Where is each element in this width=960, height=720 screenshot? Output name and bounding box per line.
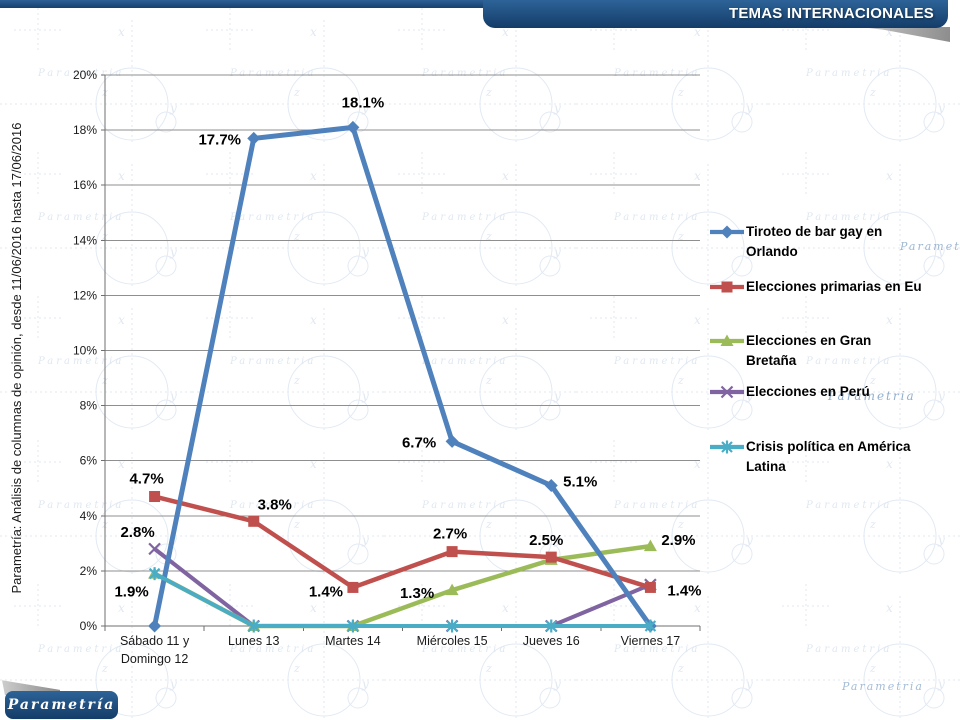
data-point-marker-square — [644, 581, 656, 593]
data-point-marker-diamond — [720, 225, 734, 239]
parametria-logo: Parametría — [5, 691, 118, 719]
legend-label: Tiroteo de bar gay en Orlando — [746, 224, 883, 259]
legend-label: Elecciones primarias en Eu — [746, 279, 922, 294]
y-axis-label: 4% — [80, 509, 98, 523]
series-line — [154, 494, 652, 590]
data-point-label: 1.4% — [309, 583, 343, 600]
legend-item-elecciones-gran-bretana: Elecciones en Gran Bretaña — [708, 331, 888, 370]
y-axis-label: 14% — [73, 233, 97, 247]
data-point-label: 18.1% — [342, 94, 385, 111]
data-point-marker-square — [248, 515, 260, 527]
legend-item-elecciones-eu: Elecciones primarias en Eu — [708, 277, 956, 297]
y-axis-label: 0% — [80, 619, 98, 633]
data-point-label: 2.8% — [120, 524, 154, 541]
data-point-label: 1.3% — [400, 585, 434, 602]
data-point-label: 17.7% — [198, 131, 241, 148]
y-axis-label: 16% — [73, 178, 97, 192]
legend-label: Crisis política en América Latina — [746, 439, 911, 474]
legend-item-crisis-america-latina: Crisis política en América Latina — [708, 437, 934, 476]
y-axis-label: 20% — [73, 68, 97, 82]
legend-marker-square-icon — [710, 281, 744, 293]
data-point-label: 5.1% — [563, 473, 597, 490]
data-point-label: 2.7% — [433, 526, 467, 543]
data-point-marker-diamond — [346, 120, 360, 134]
y-axis-label: 18% — [73, 123, 97, 137]
data-point-marker-diamond — [445, 434, 459, 448]
y-axis-label: 6% — [80, 454, 98, 468]
chart-legend: Tiroteo de bar gay en Orlando Elecciones… — [708, 0, 960, 500]
x-axis-label: Martes 14 — [325, 634, 381, 648]
data-point-label: 6.7% — [402, 434, 436, 451]
x-axis-label: Lunes 13 — [228, 634, 280, 648]
data-point-marker-asterisk — [247, 619, 260, 633]
x-axis-label: Jueves 16 — [522, 634, 580, 648]
header-strip — [0, 0, 948, 8]
data-point-marker-asterisk — [644, 619, 657, 633]
data-point-marker-asterisk — [721, 440, 733, 454]
y-axis-label: 10% — [73, 344, 97, 358]
y-axis-label: 12% — [73, 288, 97, 302]
x-axis-label: Sábado 11 y Domingo 12 — [119, 634, 190, 666]
y-axis-label: 8% — [80, 399, 98, 413]
x-axis-label: Viernes 17 — [620, 634, 681, 648]
data-point-marker-square — [149, 491, 161, 503]
x-axis-labels: Sábado 11 y Domingo 12 Lunes 13 Martes 14 Mi… — [105, 633, 700, 668]
data-point-marker-x — [720, 385, 734, 399]
data-point-label: 1.9% — [114, 584, 148, 601]
data-point-label: 2.9% — [661, 532, 695, 549]
legend-marker-diamond-icon — [710, 225, 744, 239]
y-axis-label: 2% — [80, 564, 98, 578]
data-point-marker-triangle — [720, 334, 734, 346]
data-point-label: 4.7% — [129, 471, 163, 488]
legend-item-tiroteo-orlando: Tiroteo de bar gay en Orlando — [708, 222, 908, 261]
page-title: TEMAS INTERNACIONALES — [483, 0, 948, 28]
data-point-label: 1.4% — [667, 582, 701, 599]
data-point-marker-square — [545, 551, 557, 563]
data-point-marker-asterisk — [347, 619, 359, 633]
data-point-marker-square — [446, 546, 458, 558]
data-point-marker-asterisk — [446, 619, 458, 633]
legend-marker-asterisk-icon — [710, 440, 744, 454]
data-point-marker-asterisk — [148, 567, 161, 581]
series-line — [153, 571, 651, 628]
watermark-accent: Parametria — [841, 680, 924, 693]
data-point-label: 3.8% — [258, 496, 292, 513]
legend-item-elecciones-peru: Elecciones en Perú — [708, 382, 956, 402]
legend-label: Elecciones en Perú — [746, 384, 870, 399]
data-point-marker-asterisk — [545, 619, 558, 633]
data-point-marker-diamond — [544, 478, 558, 492]
legend-marker-triangle-icon — [710, 334, 744, 346]
x-axis-label: Miércoles 15 — [416, 634, 488, 648]
series-line — [152, 124, 653, 628]
data-point-marker-x — [148, 542, 161, 556]
legend-label: Elecciones en Gran Bretaña — [746, 333, 872, 368]
data-point-marker-square — [347, 581, 359, 593]
legend-marker-x-icon — [710, 385, 744, 399]
data-point-marker-diamond — [247, 131, 261, 145]
data-point-label: 2.5% — [529, 532, 563, 549]
data-point-marker-triangle — [445, 583, 459, 596]
watermark-accent: Parametria — [899, 240, 960, 253]
data-point-marker-triangle — [643, 539, 657, 552]
data-point-marker-diamond — [148, 619, 162, 633]
data-point-marker-square — [721, 281, 733, 293]
watermark-accent: Parametria — [827, 389, 916, 403]
